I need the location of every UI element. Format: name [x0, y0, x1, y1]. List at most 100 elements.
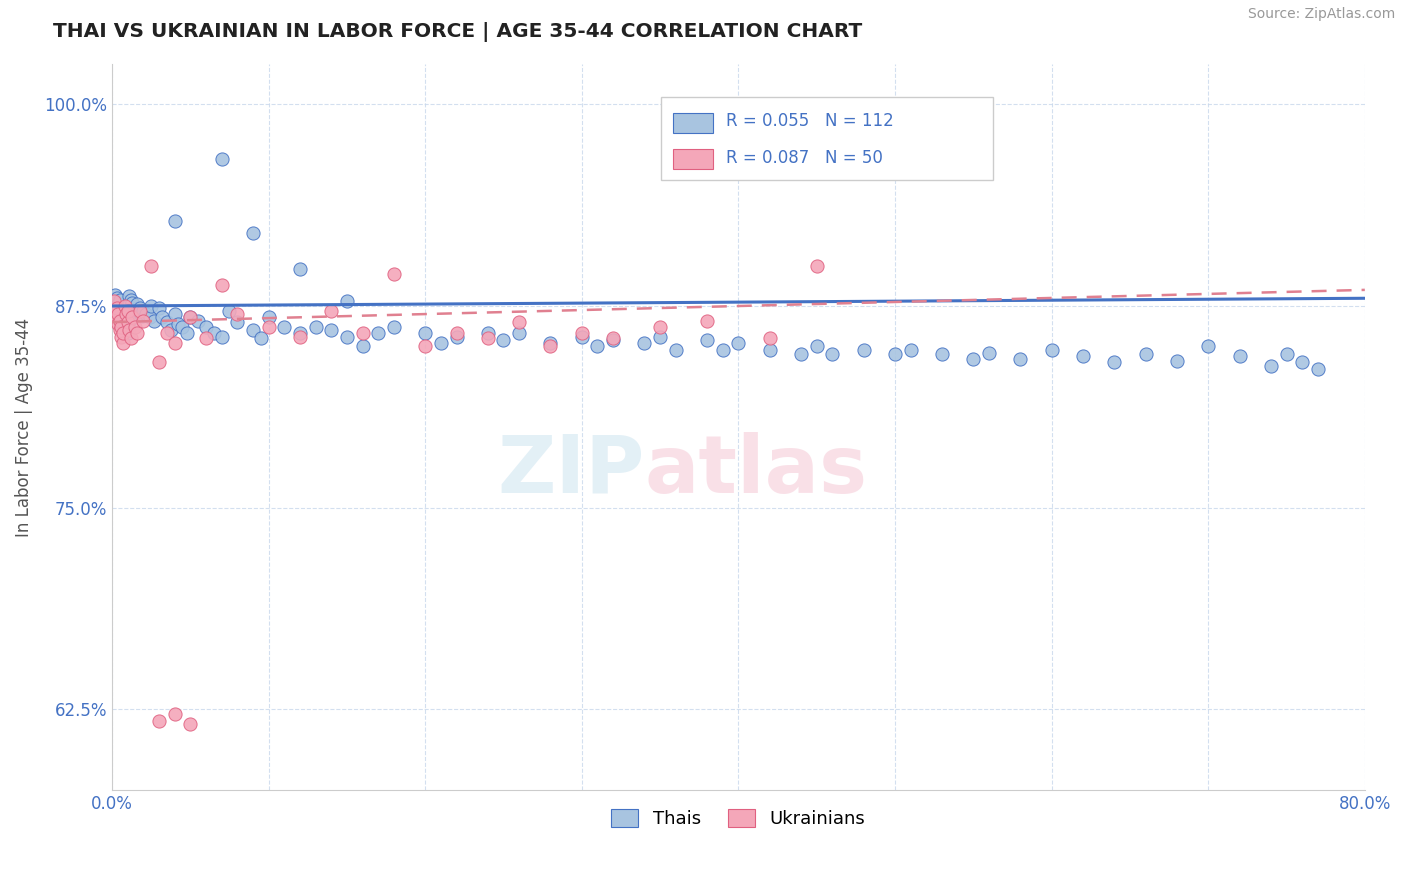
- Point: [128, 305, 150, 319]
- Point: [492, 333, 515, 347]
- Point: [179, 310, 201, 325]
- Point: [727, 336, 749, 351]
- Point: [508, 326, 530, 341]
- Point: [242, 227, 264, 241]
- Point: [103, 294, 125, 309]
- Point: [110, 320, 132, 334]
- Point: [1197, 339, 1219, 353]
- Point: [121, 303, 143, 318]
- Point: [163, 307, 186, 321]
- Point: [125, 297, 148, 311]
- Point: [115, 323, 138, 337]
- Point: [138, 310, 160, 325]
- Point: [124, 302, 146, 317]
- FancyBboxPatch shape: [661, 96, 993, 180]
- Point: [648, 320, 671, 334]
- Point: [108, 313, 131, 327]
- Point: [115, 315, 138, 329]
- Point: [148, 301, 170, 315]
- Point: [977, 346, 1000, 360]
- Point: [122, 307, 145, 321]
- Point: [111, 326, 134, 341]
- Point: [105, 310, 128, 325]
- Point: [105, 299, 128, 313]
- Point: [540, 336, 562, 351]
- Point: [586, 339, 609, 353]
- Point: [1166, 354, 1188, 368]
- Point: [132, 313, 155, 327]
- Text: THAI VS UKRAINIAN IN LABOR FORCE | AGE 35-44 CORRELATION CHART: THAI VS UKRAINIAN IN LABOR FORCE | AGE 3…: [53, 22, 863, 42]
- Point: [166, 317, 188, 331]
- Point: [120, 301, 142, 315]
- Point: [696, 333, 718, 347]
- Point: [336, 329, 359, 343]
- Point: [156, 315, 179, 329]
- Point: [336, 294, 359, 309]
- Point: [117, 315, 139, 329]
- Point: [120, 293, 142, 307]
- Point: [172, 320, 194, 334]
- Point: [117, 310, 139, 325]
- Point: [540, 339, 562, 353]
- Text: R = 0.055   N = 112: R = 0.055 N = 112: [725, 112, 894, 130]
- Point: [931, 347, 953, 361]
- Point: [104, 287, 127, 301]
- Point: [118, 289, 141, 303]
- Point: [114, 299, 136, 313]
- Point: [790, 347, 813, 361]
- Point: [382, 320, 405, 334]
- Point: [1040, 343, 1063, 357]
- Point: [139, 259, 162, 273]
- Point: [105, 301, 128, 315]
- Point: [288, 329, 311, 343]
- Point: [179, 310, 201, 325]
- Point: [1071, 349, 1094, 363]
- Text: atlas: atlas: [644, 432, 868, 509]
- Point: [118, 323, 141, 337]
- Point: [107, 305, 129, 319]
- Point: [139, 299, 162, 313]
- Point: [202, 326, 225, 341]
- Point: [665, 343, 688, 357]
- Point: [156, 326, 179, 341]
- Point: [111, 301, 134, 315]
- Point: [163, 707, 186, 722]
- Text: ZIP: ZIP: [498, 432, 644, 509]
- Point: [304, 320, 326, 334]
- Point: [273, 320, 295, 334]
- Point: [288, 261, 311, 276]
- Point: [114, 320, 136, 334]
- Point: [806, 339, 828, 353]
- Point: [508, 315, 530, 329]
- Point: [132, 303, 155, 318]
- Point: [257, 320, 280, 334]
- Point: [413, 339, 436, 353]
- Point: [124, 310, 146, 325]
- Point: [1260, 359, 1282, 373]
- Point: [211, 278, 233, 293]
- Point: [242, 323, 264, 337]
- Point: [104, 303, 127, 318]
- Point: [806, 259, 828, 273]
- Point: [121, 295, 143, 310]
- Point: [163, 213, 186, 227]
- Text: R = 0.087   N = 50: R = 0.087 N = 50: [725, 149, 883, 167]
- Point: [226, 307, 249, 321]
- Point: [1135, 347, 1157, 361]
- Point: [125, 326, 148, 341]
- Point: [108, 310, 131, 325]
- Point: [648, 329, 671, 343]
- Point: [211, 329, 233, 343]
- Point: [1306, 362, 1329, 376]
- Point: [110, 329, 132, 343]
- Point: [107, 307, 129, 321]
- Point: [852, 343, 875, 357]
- Point: [107, 297, 129, 311]
- Point: [176, 326, 198, 341]
- Legend: Thais, Ukrainians: Thais, Ukrainians: [605, 802, 873, 835]
- Point: [446, 329, 468, 343]
- Point: [413, 326, 436, 341]
- Point: [321, 303, 343, 318]
- Point: [117, 318, 139, 333]
- Point: [884, 347, 907, 361]
